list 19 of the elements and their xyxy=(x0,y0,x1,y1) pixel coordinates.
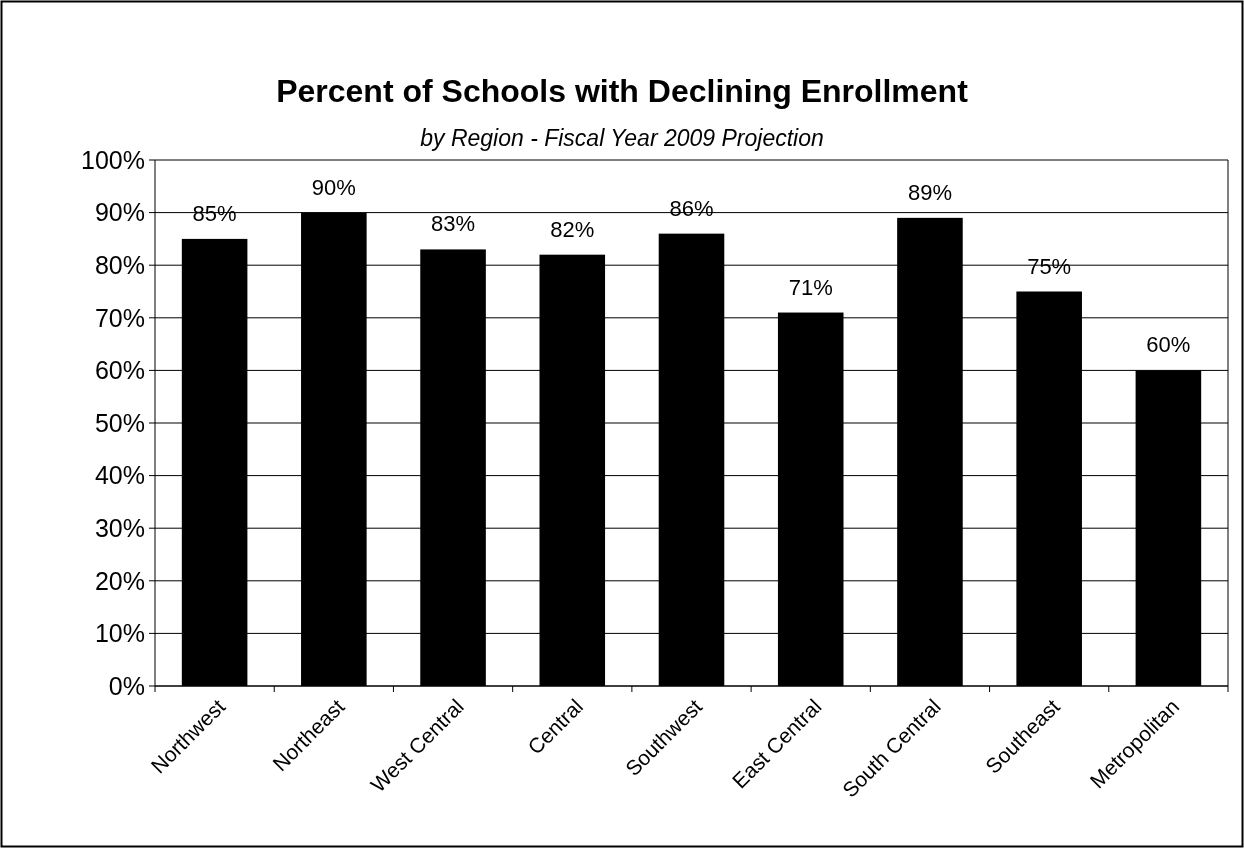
y-tick-label: 90% xyxy=(94,198,145,227)
chart-subtitle: by Region - Fiscal Year 2009 Projection xyxy=(420,125,824,151)
data-label: 83% xyxy=(431,211,476,237)
y-tick-label: 50% xyxy=(94,408,145,437)
y-tick-label: 10% xyxy=(94,619,145,648)
data-label: 90% xyxy=(311,174,356,200)
data-label: 89% xyxy=(907,179,952,205)
data-label: 82% xyxy=(550,216,595,242)
y-tick-label: 60% xyxy=(94,356,145,385)
chart-title: Percent of Schools with Declining Enrollment xyxy=(276,73,969,109)
y-tick-label: 0% xyxy=(108,671,145,700)
y-tick-label: 20% xyxy=(94,566,145,595)
data-label: 60% xyxy=(1146,332,1191,358)
y-tick-label: 30% xyxy=(94,513,145,542)
y-tick-label: 100% xyxy=(81,145,145,174)
y-tick-label: 80% xyxy=(94,250,145,279)
data-label: 71% xyxy=(788,274,833,300)
y-tick-label: 40% xyxy=(94,461,145,490)
y-tick-label: 70% xyxy=(94,303,145,332)
